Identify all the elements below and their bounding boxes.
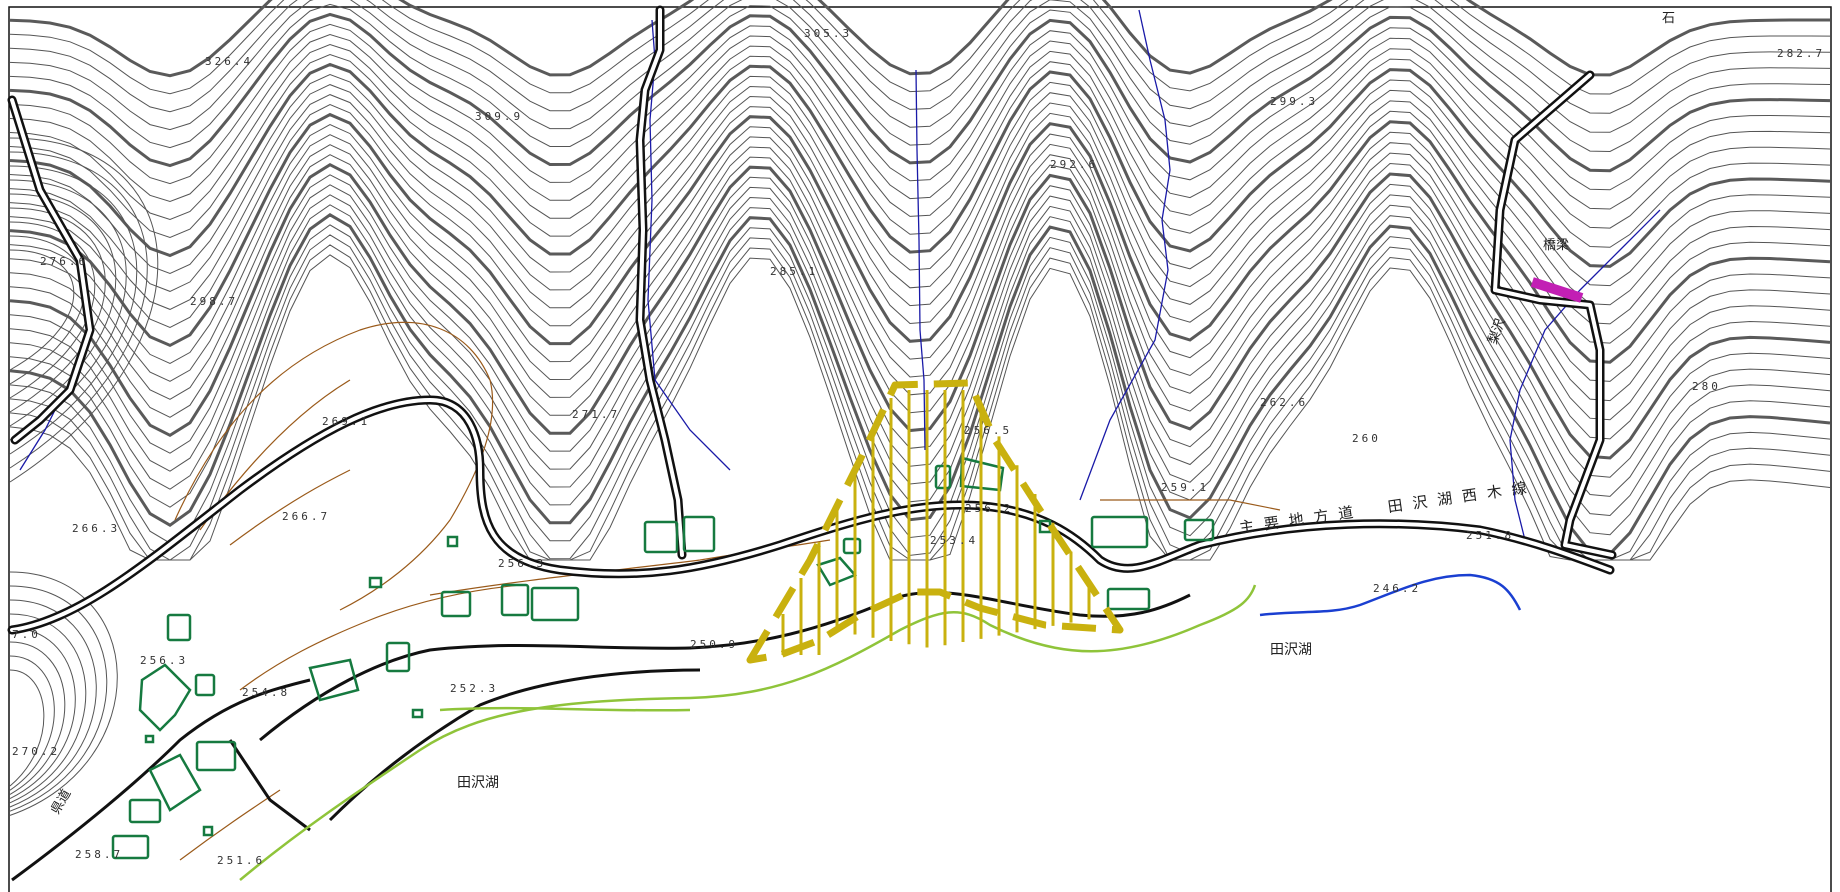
contour-line [9,254,1831,561]
elev-label: 305.3 [804,27,852,40]
elev-label: 251.6 [217,854,265,867]
lake-label: 田沢湖 [457,775,499,791]
elev-label: 259.1 [1161,481,1209,494]
elev-label: 262.6 [1260,396,1308,409]
elev-label: 254.8 [242,686,290,699]
contour-line [9,62,1831,268]
contour-line [9,12,1831,173]
contour-line [9,655,55,791]
elev-label: 252.3 [450,682,498,695]
contour-line [9,134,1831,402]
elev-label: 282.7 [1777,47,1825,60]
elev-label: 269.1 [322,415,370,428]
lake-label: 田沢湖 [1270,642,1312,658]
elev-label: 326.4 [205,55,253,68]
contour-line [9,144,1831,421]
contour-line [9,165,138,455]
contour-line [9,73,1831,287]
elev-label: 270.2 [12,745,60,758]
contour-line [9,204,1831,536]
contour-line [9,184,1831,497]
elev-label: 253.4 [930,534,978,547]
contour-line [9,154,1831,440]
elev-label: 256.5 [964,424,1012,437]
contour-line [9,669,45,787]
contour-line [9,641,66,795]
parcel-lines [174,321,1281,861]
elev-label: 258.7 [75,848,123,861]
lake-shore [239,573,1522,881]
elev-label: 250.9 [690,638,738,651]
contour-line [9,33,1831,210]
elev-label: 299.3 [1270,95,1318,108]
contour-line [9,194,1831,517]
contour-line [9,3,1831,153]
elev-label: 251.8 [1466,529,1514,542]
road-network [7,5,1617,882]
contour-line [9,571,118,816]
contour-line [9,599,97,808]
stream-lines [19,9,1661,541]
contour-line [9,162,1831,460]
elev-label: 7.0 [12,628,41,641]
contour-line [9,234,1831,561]
contour-line [9,0,1830,78]
elev-label: 309.9 [475,110,523,123]
elev-label: 266.7 [282,510,330,523]
elev-label: 246.2 [1373,582,1421,595]
elev-label: 285.1 [770,265,818,278]
contour-line [9,137,159,483]
contour-line [9,112,1831,364]
corner-mark: 石 [1662,11,1675,26]
contour-line [9,224,1831,561]
hazard-zone [746,379,1124,664]
elev-label: 292.6 [1050,158,1098,171]
contour-line [9,585,108,812]
contour-line [9,0,1831,133]
contour-line [9,249,75,371]
contour-line [9,0,1831,114]
contour-line [9,43,1831,229]
contour-line [9,193,117,427]
elev-label: 256.2 [965,502,1013,515]
elev-label: 298.7 [190,295,238,308]
elev-label: 256.3 [498,557,546,570]
bridge-label: 橋梁 [1543,238,1569,253]
elev-label: 256.3 [140,654,188,667]
elev-label: 276.6 [40,255,88,268]
contour-line [9,151,148,469]
contour-line [9,213,1831,556]
contour-line [9,53,1831,248]
contour-line [9,0,1831,95]
bridge-marker [1530,277,1584,303]
elev-label: 266.3 [72,522,120,535]
contour-line [9,221,96,399]
elev-label: 280 [1692,380,1721,393]
contour-line [9,627,76,800]
elev-label: 260 [1352,432,1381,445]
elev-label: 271.7 [572,408,620,421]
